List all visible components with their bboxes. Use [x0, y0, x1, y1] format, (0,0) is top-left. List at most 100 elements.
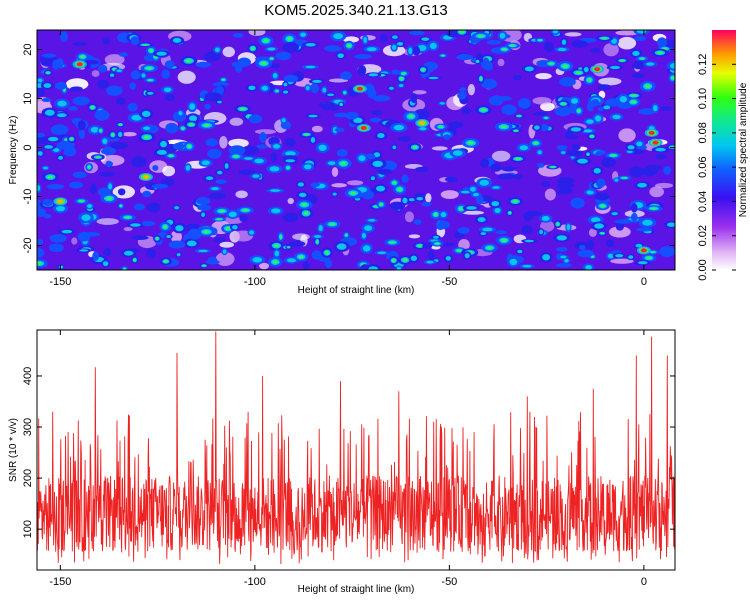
- spectrogram-cell: [340, 71, 352, 80]
- spectrogram-peak: [360, 125, 367, 130]
- spectrogram-cell: [396, 41, 404, 46]
- spectrogram-cell: [408, 47, 413, 55]
- spectrogram-cell: [42, 199, 54, 207]
- spectrogram-cell: [377, 168, 392, 175]
- spectrogram-cell: [410, 255, 417, 262]
- spectrogram-cell: [239, 214, 248, 223]
- spectrogram-cell: [389, 241, 396, 244]
- spectrogram-cell: [404, 211, 414, 223]
- spectrogram-cell: [44, 109, 55, 116]
- spectrogram-cell: [43, 166, 49, 170]
- spectrogram-cell: [646, 62, 655, 66]
- spectrogram-cell: [438, 125, 444, 129]
- spectrogram-cell: [72, 96, 90, 106]
- spectrogram-cell: [105, 161, 114, 167]
- spectrogram-cell: [328, 78, 349, 83]
- spectrogram-cell: [99, 171, 115, 177]
- spectrogram-cell: [259, 262, 270, 270]
- spectrogram-cell: [110, 141, 129, 150]
- spectrogram-cell: [439, 102, 445, 105]
- spectrogram-cell: [586, 119, 594, 124]
- spectrogram-cell: [327, 161, 336, 166]
- spectrogram-cell: [283, 212, 299, 223]
- spectrogram-cell: [106, 196, 113, 201]
- spectrogram-cell: [521, 225, 533, 235]
- spectrogram-cell: [168, 240, 186, 249]
- spectrogram-cell: [131, 156, 147, 168]
- spectrogram-cell: [131, 235, 149, 241]
- spectrogram-cell: [216, 218, 222, 221]
- spectrogram-cell: [443, 134, 451, 140]
- spectrogram-cell: [619, 95, 628, 103]
- spectrogram-cell: [497, 173, 515, 180]
- spectrogram-cell: [282, 42, 299, 53]
- spectrogram-cell: [72, 41, 87, 46]
- x-tick-label: -100: [244, 576, 266, 588]
- spectrogram-cell: [259, 132, 267, 143]
- spectrogram-peak: [356, 86, 363, 91]
- spectrogram-cell: [610, 258, 634, 264]
- spectrogram-cell: [560, 255, 567, 259]
- spectrogram-cell: [270, 57, 274, 60]
- spectrogram-cell: [115, 97, 126, 105]
- spectrogram-cell: [37, 88, 45, 97]
- spectrogram-cell: [90, 183, 97, 195]
- spectrogram-cell: [435, 242, 440, 245]
- spectrogram-cell: [495, 230, 508, 235]
- spectrogram-cell: [391, 258, 396, 263]
- spectrogram-cell: [408, 114, 414, 119]
- x-tick-label: -150: [49, 276, 71, 288]
- spectrogram-cell: [470, 186, 476, 192]
- spectrogram-cell: [357, 65, 367, 76]
- chart-title: KOM5.2025.340.21.13.G13: [264, 2, 447, 19]
- x-tick-label: 0: [641, 276, 647, 288]
- spectrogram-peak: [76, 62, 83, 67]
- spectrogram-cell: [488, 95, 504, 106]
- spectrogram-cell: [410, 93, 418, 104]
- spectrogram-cell: [401, 174, 409, 183]
- spectrogram-cell: [41, 97, 52, 102]
- spectrogram-cell: [248, 114, 263, 124]
- spectrogram-cell: [188, 115, 198, 122]
- spectrogram-cell: [501, 166, 516, 172]
- spectrogram-cell: [189, 103, 196, 110]
- spectrogram-cell: [636, 141, 643, 147]
- spectrogram-cell: [305, 65, 316, 69]
- snr-frame: [36, 329, 676, 571]
- spectrogram-cell: [367, 88, 377, 99]
- spectrogram-cell: [202, 264, 206, 267]
- spectrogram-cell: [509, 258, 518, 266]
- spectrogram-cell: [377, 132, 385, 139]
- spectrogram-cell: [127, 103, 138, 112]
- spectrogram-cell: [577, 109, 581, 113]
- spectrogram-cell: [433, 235, 439, 239]
- spectrogram-cell: [78, 128, 86, 140]
- spectrogram-cell: [70, 137, 74, 141]
- y-tick-label: -10: [22, 189, 34, 205]
- spectrogram-cell: [550, 166, 556, 168]
- spectrogram-cell: [579, 244, 586, 251]
- snr-x-ticks: -150 -100 -50 0: [49, 330, 647, 588]
- spectrogram-cell: [318, 144, 327, 151]
- spectrogram-cell: [143, 126, 151, 131]
- spectrogram-cell: [459, 30, 465, 34]
- spectrogram-cell: [249, 230, 255, 235]
- spectrogram-cell: [630, 100, 636, 104]
- spectrogram-cell: [660, 106, 672, 111]
- spectrogram-cell: [466, 206, 477, 210]
- spectrogram-cell: [512, 199, 519, 203]
- spectrogram-cell: [196, 197, 211, 205]
- spectrogram-cell: [655, 147, 666, 152]
- spectrogram-cell: [252, 174, 260, 178]
- spectrogram-cell: [142, 44, 149, 46]
- spectrogram-cell: [571, 144, 581, 151]
- spectrogram-cell: [519, 145, 529, 151]
- spectrogram-cell: [298, 192, 307, 198]
- spectrogram-cell: [285, 137, 296, 147]
- spectrogram-cell: [90, 126, 100, 133]
- spectrogram-cell: [238, 169, 255, 176]
- spectrogram-cell: [486, 246, 493, 250]
- spectrogram-cell: [630, 94, 638, 97]
- spectrogram-cell: [608, 226, 631, 238]
- spectrogram-cell: [95, 156, 101, 159]
